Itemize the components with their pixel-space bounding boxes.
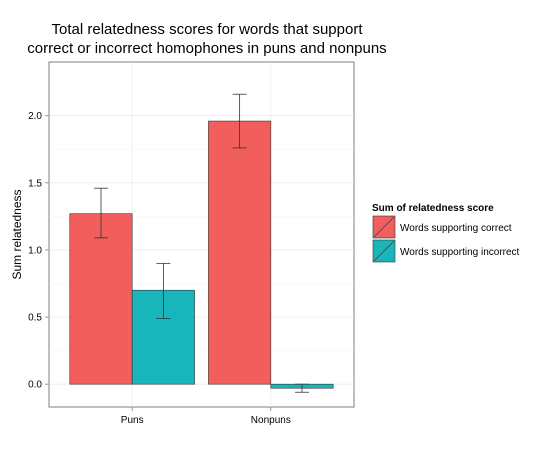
x-tick-label: Puns xyxy=(121,415,144,426)
y-tick-label: 0.0 xyxy=(28,380,42,391)
legend: Sum of relatedness score Words supportin… xyxy=(372,203,520,262)
y-axis-ticks: 0.0 0.5 1.0 1.5 2.0 xyxy=(28,111,49,390)
bar xyxy=(208,121,270,384)
x-tick-label: Nonpuns xyxy=(251,415,291,426)
y-tick-label: 1.5 xyxy=(28,178,42,189)
bar xyxy=(70,214,132,384)
legend-label: Words supporting correct xyxy=(400,223,512,234)
legend-title: Sum of relatedness score xyxy=(372,203,494,214)
y-axis-title: Sum relatedness xyxy=(10,189,24,279)
x-axis-ticks: Puns Nonpuns xyxy=(121,407,291,426)
chart-title-line-2: correct or incorrect homophones in puns … xyxy=(27,40,386,57)
chart-title-line-1: Total relatedness scores for words that … xyxy=(52,21,364,38)
legend-label: Words supporting incorrect xyxy=(400,247,520,258)
y-tick-label: 1.0 xyxy=(28,245,42,256)
y-tick-label: 0.5 xyxy=(28,313,42,324)
y-tick-label: 2.0 xyxy=(28,111,42,122)
